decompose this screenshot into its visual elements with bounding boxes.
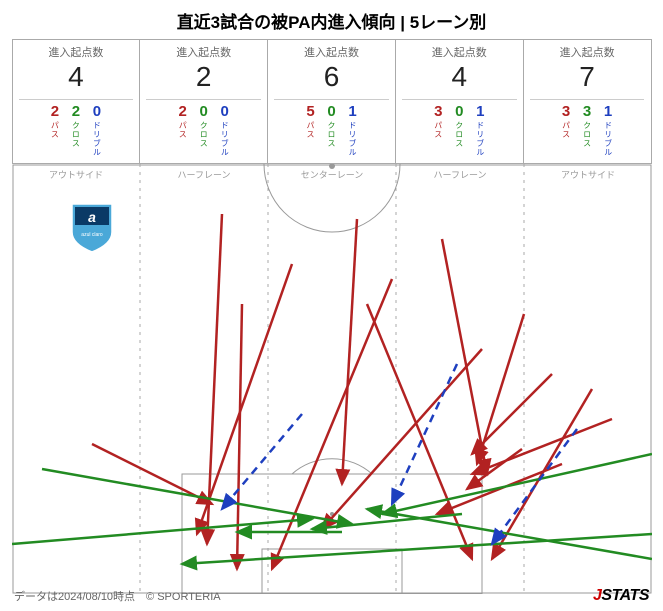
chart-container: 直近3試合の被PA内進入傾向 | 5レーン別 進入起点数 4 2 パス 2 クロス … [0,0,663,611]
arrow-pass [472,419,612,474]
arrow-pass [197,264,292,534]
team-badge: a azul claro [72,204,112,252]
dribble-count: 1 [604,104,612,119]
logo-stats: STATS [601,587,649,604]
stats-logo: JSTATS [593,587,649,605]
lane-header-label: 進入起点数 [396,44,523,60]
cross-count: 0 [455,104,463,119]
dribble-label: ドリブル [91,121,102,157]
arrow-pass [237,304,242,569]
lane-header-label: 進入起点数 [268,44,395,60]
cross-count: 0 [327,104,335,119]
dribble-label: ドリブル [219,121,230,157]
lane-name: ハーフレーン [433,170,486,180]
lane-breakdown: 2 パス 0 クロス 0 ドリブル [140,104,267,157]
lane-stat: 進入起点数 4 3 パス 0 クロス 1 ドリブル [396,40,524,163]
pass-label: パス [177,121,188,139]
arrow-pass [342,219,357,484]
arrow-pass [272,279,392,569]
cross-count: 2 [72,104,80,119]
cross-label: クロス [326,121,337,148]
lane-total: 4 [19,62,134,93]
arrow-pass [442,239,487,474]
lane-header-label: 進入起点数 [13,44,140,60]
svg-text:azul claro: azul claro [81,232,103,238]
lane-total: 2 [146,62,261,93]
arrow-dribble [392,364,457,504]
pass-count: 3 [434,104,442,119]
lane-name: センターレーン [300,170,363,180]
pitch-wrap: アウトサイド ハーフレーン センターレーン ハーフレーン アウトサイド a azul cla… [12,164,652,594]
pass-label: パス [561,121,572,139]
lane-breakdown: 2 パス 2 クロス 0 ドリブル [13,104,140,157]
cross-label: クロス [198,121,209,148]
lane-total: 7 [530,62,645,93]
lane-header-label: 進入起点数 [140,44,267,60]
pass-label: パス [433,121,444,139]
lane-total: 4 [402,62,517,93]
lane-header-label: 進入起点数 [524,44,651,60]
pass-label: パス [305,121,316,139]
chart-title: 直近3試合の被PA内進入傾向 | 5レーン別 [0,0,663,39]
lane-stats-row: 進入起点数 4 2 パス 2 クロス 0 ドリブル 進入起点数 2 2 パス 0 クロス … [12,39,652,164]
footer: データは2024/08/10時点 © SPORTERIA JSTATS [0,587,663,605]
footer-note: データは2024/08/10時点 © SPORTERIA [14,588,221,604]
dribble-count: 1 [348,104,356,119]
pitch-svg: アウトサイド ハーフレーン センターレーン ハーフレーン アウトサイド a azul cla… [12,164,652,594]
cross-count: 3 [583,104,591,119]
lane-name: アウトサイド [48,170,102,180]
dribble-count: 0 [221,104,229,119]
arrow-pass [472,374,552,454]
cross-label: クロス [582,121,593,148]
cross-count: 0 [200,104,208,119]
cross-label: クロス [454,121,465,148]
arrow-cross [367,509,652,559]
pass-count: 5 [306,104,314,119]
lane-stat: 進入起点数 4 2 パス 2 クロス 0 ドリブル [13,40,141,163]
arrow-cross [382,454,652,514]
pass-count: 2 [179,104,187,119]
lane-name: ハーフレーン [177,170,230,180]
lane-breakdown: 5 パス 0 クロス 1 ドリブル [268,104,395,157]
lane-name: アウトサイド [560,170,614,180]
dribble-count: 0 [93,104,101,119]
dribble-label: ドリブル [347,121,358,157]
dribble-count: 1 [476,104,484,119]
svg-text:a: a [88,209,96,225]
arrow-cross [42,469,352,524]
lane-stat: 進入起点数 2 2 パス 0 クロス 0 ドリブル [140,40,268,163]
arrow-pass [322,349,482,529]
lane-total: 6 [274,62,389,93]
lane-breakdown: 3 パス 3 クロス 1 ドリブル [524,104,651,157]
cross-label: クロス [70,121,81,148]
pass-count: 2 [51,104,59,119]
lane-stat: 進入起点数 7 3 パス 3 クロス 1 ドリブル [524,40,651,163]
pass-count: 3 [562,104,570,119]
dribble-label: ドリブル [603,121,614,157]
lane-breakdown: 3 パス 0 クロス 1 ドリブル [396,104,523,157]
pass-label: パス [49,121,60,139]
arrow-pass [207,214,222,544]
lane-stat: 進入起点数 6 5 パス 0 クロス 1 ドリブル [268,40,396,163]
dribble-label: ドリブル [475,121,486,157]
arrow-cross [182,534,652,564]
